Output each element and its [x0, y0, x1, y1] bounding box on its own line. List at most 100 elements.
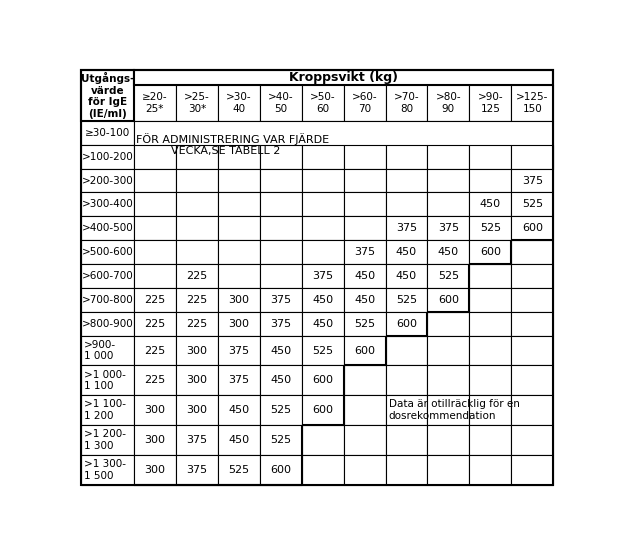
Bar [344, 264, 386, 288]
Bar [428, 145, 469, 169]
Bar [301, 395, 344, 425]
Text: >125-
150: >125- 150 [516, 92, 548, 114]
Text: 450: 450 [312, 295, 333, 305]
Bar [344, 335, 386, 366]
Bar [134, 240, 176, 264]
Bar [134, 145, 176, 169]
Text: 525: 525 [522, 199, 543, 209]
Bar [218, 169, 260, 193]
Text: 450: 450 [270, 345, 292, 356]
Bar [134, 335, 176, 366]
Bar [218, 425, 260, 455]
Text: 300: 300 [144, 465, 165, 475]
Bar [511, 169, 553, 193]
Text: 450: 450 [228, 435, 249, 445]
Bar [428, 312, 469, 335]
Text: 300: 300 [186, 405, 207, 415]
Bar [134, 395, 176, 425]
Bar [134, 288, 176, 312]
Bar [134, 264, 176, 288]
Bar [344, 425, 386, 455]
Bar [134, 85, 176, 121]
Bar [469, 193, 511, 216]
Bar [218, 85, 260, 121]
Bar [301, 240, 344, 264]
Bar [469, 366, 511, 395]
Text: 525: 525 [312, 345, 333, 356]
Bar [511, 312, 553, 335]
Text: >25-
30*: >25- 30* [184, 92, 210, 114]
Text: 450: 450 [354, 295, 375, 305]
Bar [260, 425, 301, 455]
Bar [469, 395, 511, 425]
Text: 525: 525 [270, 405, 292, 415]
Bar [260, 193, 301, 216]
Bar [511, 145, 553, 169]
Bar [218, 366, 260, 395]
Bar [260, 395, 301, 425]
Bar [344, 288, 386, 312]
Text: >300-400: >300-400 [82, 199, 134, 209]
Bar [386, 85, 428, 121]
Text: 300: 300 [144, 405, 165, 415]
Bar [301, 335, 344, 366]
Bar [386, 193, 428, 216]
Bar [511, 193, 553, 216]
Bar [176, 193, 218, 216]
Bar [176, 366, 218, 395]
Bar [81, 366, 134, 395]
Text: >800-900: >800-900 [82, 318, 134, 329]
Bar [344, 145, 386, 169]
Bar [386, 216, 428, 240]
Text: 375: 375 [186, 435, 207, 445]
Bar [469, 240, 511, 264]
Bar [344, 216, 386, 240]
Bar [81, 425, 134, 455]
Bar [301, 455, 344, 485]
Text: 600: 600 [354, 345, 375, 356]
Text: 600: 600 [312, 405, 333, 415]
Bar [81, 240, 134, 264]
Bar [386, 366, 428, 395]
Bar [81, 216, 134, 240]
Bar [511, 395, 553, 425]
Bar [260, 455, 301, 485]
Bar [81, 335, 134, 366]
Bar [511, 288, 553, 312]
Bar [469, 425, 511, 455]
Bar [301, 312, 344, 335]
Text: 600: 600 [522, 223, 543, 233]
Bar [218, 455, 260, 485]
Bar [301, 85, 344, 121]
Text: >900-
1 000: >900- 1 000 [84, 340, 116, 361]
Text: 525: 525 [270, 435, 292, 445]
Bar [260, 85, 301, 121]
Bar [511, 455, 553, 485]
Bar [301, 366, 344, 395]
Bar [134, 312, 176, 335]
Bar [301, 216, 344, 240]
Bar [81, 193, 134, 216]
Text: 600: 600 [396, 318, 417, 329]
Text: 375: 375 [312, 271, 333, 281]
Bar [260, 169, 301, 193]
Text: >1 000-
1 100: >1 000- 1 100 [84, 369, 126, 391]
Bar [428, 395, 469, 425]
Bar [511, 264, 553, 288]
Bar [511, 240, 553, 264]
Bar [218, 193, 260, 216]
Text: 450: 450 [270, 376, 292, 385]
Bar [428, 240, 469, 264]
Bar [344, 169, 386, 193]
Text: Utgångs-
värde
för IgE
(IE/ml): Utgångs- värde för IgE (IE/ml) [81, 72, 134, 119]
Bar [301, 193, 344, 216]
Bar [176, 264, 218, 288]
Bar [428, 85, 469, 121]
Bar [218, 264, 260, 288]
Bar [511, 85, 553, 121]
Bar [469, 145, 511, 169]
Bar [176, 85, 218, 121]
Text: 525: 525 [354, 318, 375, 329]
Bar [386, 312, 428, 335]
Bar [344, 455, 386, 485]
